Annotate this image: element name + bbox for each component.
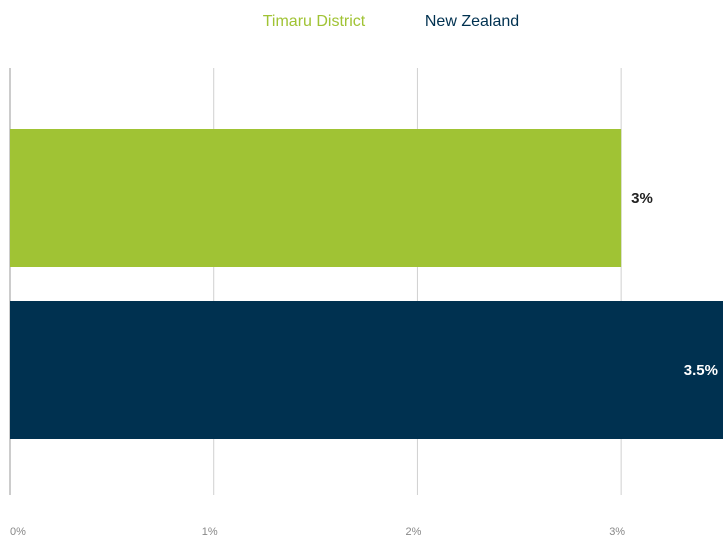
- legend-entry: Timaru District: [263, 13, 366, 30]
- bar: [10, 129, 622, 267]
- bar: [10, 301, 723, 439]
- x-tick-label: 2%: [405, 526, 421, 538]
- x-tick-label: 1%: [202, 526, 218, 538]
- legend-entry: New Zealand: [425, 13, 519, 30]
- x-tick-label: 0%: [10, 526, 26, 538]
- data-label: 3.5%: [684, 362, 718, 379]
- data-label: 3%: [631, 190, 653, 207]
- x-tick-label: 3%: [609, 526, 625, 538]
